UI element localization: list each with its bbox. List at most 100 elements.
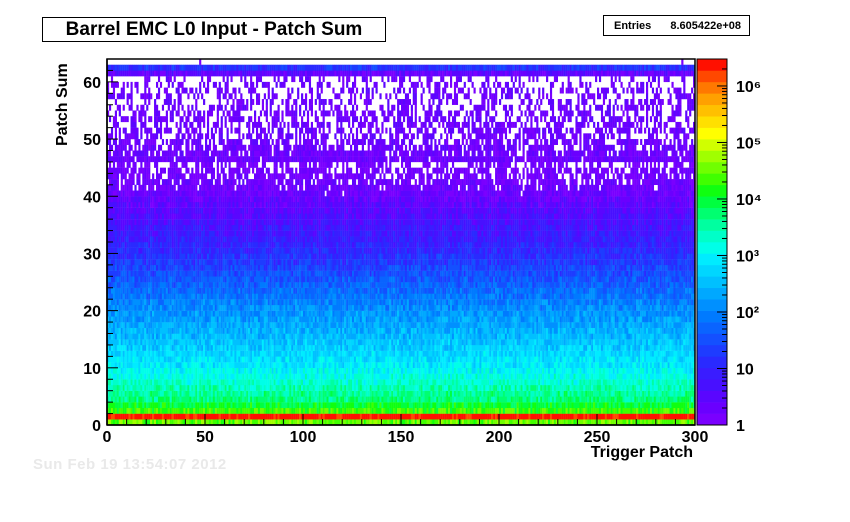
histogram-cell	[342, 390, 345, 397]
histogram-cell	[526, 356, 529, 363]
histogram-cell	[577, 339, 580, 346]
histogram-cell	[463, 407, 466, 414]
histogram-cell	[651, 367, 655, 374]
histogram-cell	[414, 413, 417, 420]
histogram-cell	[422, 339, 425, 346]
histogram-cell	[167, 356, 170, 363]
histogram-cell	[565, 350, 568, 357]
histogram-cell	[610, 413, 613, 420]
histogram-cell	[303, 396, 306, 403]
histogram-cell	[418, 402, 421, 409]
histogram-cell	[673, 390, 676, 397]
histogram-cell	[395, 344, 398, 351]
histogram-cell	[691, 396, 694, 403]
histogram-cell	[385, 413, 388, 420]
histogram-cell	[383, 396, 386, 403]
histogram-cell	[134, 362, 137, 369]
histogram-cell	[224, 379, 227, 386]
histogram-cell	[297, 362, 300, 369]
histogram-cell	[402, 384, 406, 391]
histogram-cell	[401, 367, 404, 374]
histogram-cell	[622, 339, 625, 346]
histogram-cell	[655, 333, 658, 340]
histogram-cell	[316, 407, 319, 414]
histogram-cell	[156, 419, 159, 426]
histogram-cell	[538, 367, 541, 374]
histogram-cell	[591, 367, 594, 374]
histogram-cell	[689, 373, 692, 380]
histogram-cell	[442, 413, 445, 420]
histogram-cell	[363, 379, 366, 386]
histogram-cell	[693, 407, 696, 414]
histogram-cell	[428, 379, 431, 386]
histogram-cell	[383, 339, 386, 346]
histogram-cell	[428, 350, 431, 357]
histogram-cell	[504, 333, 508, 340]
histogram-cell	[530, 396, 533, 403]
histogram-cell	[267, 379, 270, 386]
histogram-cell	[371, 384, 374, 391]
histogram-cell	[328, 419, 331, 426]
histogram-cell	[573, 350, 576, 357]
histogram-cell	[259, 379, 263, 386]
histogram-cell	[199, 333, 202, 340]
histogram-cell	[497, 396, 500, 403]
histogram-cell	[399, 384, 402, 391]
histogram-cell	[579, 407, 582, 414]
histogram-cell	[308, 367, 312, 374]
histogram-cell	[114, 413, 117, 420]
histogram-cell	[255, 419, 259, 426]
histogram-cell	[218, 419, 221, 426]
histogram-cell	[205, 407, 208, 414]
histogram-cell	[344, 327, 347, 334]
histogram-cell	[632, 407, 635, 414]
histogram-cell	[203, 350, 206, 357]
histogram-cell	[367, 373, 370, 380]
histogram-cell	[328, 339, 331, 346]
histogram-cell	[683, 413, 686, 420]
histogram-cell	[499, 396, 502, 403]
histogram-cell	[140, 339, 143, 346]
histogram-cell	[463, 402, 466, 409]
histogram-cell	[404, 396, 408, 403]
histogram-cell	[598, 367, 602, 374]
histogram-cell	[502, 396, 506, 403]
histogram-cell	[647, 350, 651, 357]
histogram-cell	[389, 379, 392, 386]
histogram-cell	[375, 407, 378, 414]
histogram-cell	[304, 379, 308, 386]
histogram-cell	[683, 350, 686, 357]
histogram-cell	[165, 413, 168, 420]
histogram-cell	[373, 390, 376, 397]
histogram-cell	[549, 419, 553, 426]
histogram-cell	[497, 413, 500, 420]
histogram-cell	[108, 350, 112, 357]
histogram-cell	[455, 356, 459, 363]
histogram-cell	[414, 390, 417, 397]
histogram-cell	[591, 419, 594, 426]
histogram-cell	[587, 396, 590, 403]
histogram-cell	[389, 413, 392, 420]
histogram-cell	[248, 367, 251, 374]
histogram-cell	[644, 350, 647, 357]
histogram-cell	[116, 339, 119, 346]
histogram-cell	[377, 356, 380, 363]
histogram-cell	[577, 362, 580, 369]
histogram-cell	[450, 419, 453, 426]
histogram-cell	[667, 379, 670, 386]
histogram-cell	[261, 384, 264, 391]
histogram-cell	[277, 362, 280, 369]
histogram-cell	[542, 344, 545, 351]
histogram-cell	[214, 402, 217, 409]
histogram-cell	[283, 344, 286, 351]
histogram-cell	[540, 396, 543, 403]
histogram-cell	[528, 362, 531, 369]
histogram-cell	[289, 407, 292, 414]
histogram-cell	[442, 362, 445, 369]
histogram-cell	[234, 384, 237, 391]
histogram-cell	[432, 367, 435, 374]
histogram-cell	[110, 379, 114, 386]
histogram-cell	[252, 419, 255, 426]
histogram-cell	[314, 333, 317, 340]
histogram-cell	[252, 362, 255, 369]
